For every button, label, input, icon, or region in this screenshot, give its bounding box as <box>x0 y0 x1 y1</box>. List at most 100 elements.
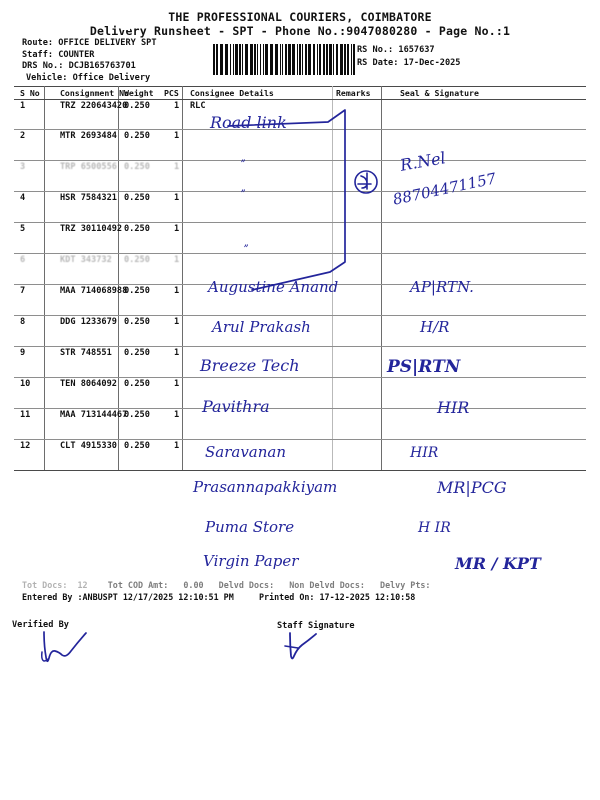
tot-cod-label: Tot COD Amt: <box>87 580 169 590</box>
cell-sno: 10 <box>20 379 31 389</box>
cell-consignee-details: RLC <box>190 101 206 111</box>
table-column-rule <box>381 86 382 470</box>
handwriting-consignee-row-1: Road link <box>210 113 287 132</box>
handwriting-seal-row-3: 88704471157 <box>391 169 498 209</box>
handwriting-consignee-row-8: Pavithra <box>202 397 270 416</box>
cell-sno: 4 <box>20 193 26 203</box>
cell-pcs: 1 <box>174 348 180 358</box>
staff-label: Staff: COUNTER <box>22 49 95 60</box>
cell-pcs: 1 <box>174 101 180 111</box>
handwriting-seal-row-10: MR|PCG <box>437 478 507 497</box>
circled-initial-glyph <box>357 172 372 190</box>
table-row-rule <box>14 408 586 409</box>
column-header-seal-signature: Seal & Signature <box>400 88 479 98</box>
cell-weight: 0.250 <box>124 224 150 234</box>
route-label: Route: OFFICE DELIVERY SPT <box>22 38 157 48</box>
cell-sno: 6 <box>20 255 26 265</box>
table-row-rule <box>14 439 586 440</box>
cell-weight: 0.250 <box>124 286 150 296</box>
table-column-rule <box>118 86 119 470</box>
cell-sno: 12 <box>20 441 31 451</box>
table-row-rule <box>14 222 586 223</box>
cell-sno: 3 <box>20 162 26 172</box>
cell-weight: 0.250 <box>124 101 150 111</box>
tot-docs-label: Tot Docs: <box>22 580 68 590</box>
handwriting-consignee-row-6: Arul Prakash <box>212 318 311 336</box>
rs-no-label: RS No.: 1657637 <box>357 45 435 55</box>
cell-consignment-no: KDT 343732 <box>60 255 112 265</box>
circled-initial-mark <box>354 170 378 194</box>
cell-weight: 0.250 <box>124 348 150 358</box>
page-subtitle: Delivery Runsheet - SPT - Phone No.:9047… <box>0 24 600 38</box>
cell-weight: 0.250 <box>124 255 150 265</box>
cell-pcs: 1 <box>174 224 180 234</box>
cell-sno: 5 <box>20 224 26 234</box>
table-row-rule <box>14 86 586 87</box>
cell-consignment-no: TRZ 220643420 <box>60 101 128 111</box>
delvd-docs-label: Delvd Docs: <box>203 580 275 590</box>
table-row-rule <box>14 160 586 161</box>
drs-label: DRS No.: DCJB165763701 <box>22 61 136 72</box>
column-header-consignment-no: Consignment No <box>60 88 130 98</box>
column-header-consignee-details: Consignee Details <box>190 88 274 98</box>
table-column-rule <box>182 86 183 470</box>
cell-consignment-no: MAA 713144467 <box>60 410 128 420</box>
cell-weight: 0.250 <box>124 162 150 172</box>
header-meta-right: RS No.: 1657637 RS Date: 17-Dec-2025 <box>357 44 460 69</box>
cell-pcs: 1 <box>174 131 180 141</box>
handwriting-consignee-row-3: ˮ <box>240 188 246 201</box>
cell-pcs: 1 <box>174 193 180 203</box>
cell-sno: 2 <box>20 131 26 141</box>
cell-consignment-no: MAA 714068988 <box>60 286 128 296</box>
handwriting-consignee-row-7: Breeze Tech <box>200 356 300 375</box>
column-header-pcs: PCS <box>164 88 179 98</box>
table-row-rule <box>14 253 586 254</box>
cell-pcs: 1 <box>174 410 180 420</box>
cell-sno: 7 <box>20 286 26 296</box>
printed-on-label: Printed On: 17-12-2025 12:10:58 <box>233 592 416 602</box>
tot-docs-value: 12 <box>67 580 88 590</box>
verified-by-label: Verified By <box>12 620 69 630</box>
cell-consignment-no: STR 748551 <box>60 348 112 358</box>
column-header-weight: Weight <box>124 88 154 98</box>
footer-entered-printed-line: Entered By :ANBUSPT 12/17/2025 12:10:51 … <box>22 592 415 602</box>
handwriting-consignee-row-9: Saravanan <box>205 443 287 461</box>
bracket-mark <box>227 109 346 291</box>
handwriting-seal-row-8: HIR <box>437 398 470 417</box>
handwriting-consignee-row-4: ˮ <box>243 243 249 256</box>
table-row-rule <box>14 346 586 347</box>
non-delvd-docs-label: Non Delvd Docs: <box>274 580 365 590</box>
footer-totals-line: Tot Docs: 12 Tot COD Amt: 0.00 Delvd Doc… <box>22 580 430 590</box>
cell-consignment-no: TRP 6500556 <box>60 162 117 172</box>
handwriting-seal-row-2: R.Nel <box>398 148 448 175</box>
column-header-sno: S No <box>20 88 40 98</box>
cell-sno: 8 <box>20 317 26 327</box>
cell-weight: 0.250 <box>124 131 150 141</box>
handwriting-consignee-row-10: Prasannapakkiyam <box>193 478 338 496</box>
staff-signature-cross <box>284 645 299 649</box>
handwriting-consignee-row-11: Puma Store <box>205 518 295 536</box>
cell-weight: 0.250 <box>124 441 150 451</box>
cell-pcs: 1 <box>174 379 180 389</box>
cell-pcs: 1 <box>174 441 180 451</box>
header-meta-left: Route: OFFICE DELIVERY SPT Staff: COUNTE… <box>22 38 157 84</box>
cell-consignment-no: DDG 1233679 <box>60 317 117 327</box>
table-row-rule <box>14 315 586 316</box>
barcode-image <box>213 44 358 75</box>
handwriting-seal-row-6: H/R <box>420 318 450 336</box>
cell-sno: 9 <box>20 348 26 358</box>
page-title: THE PROFESSIONAL COURIERS, COIMBATORE <box>168 10 432 24</box>
handwriting-seal-row-9: HIR <box>410 445 439 461</box>
staff-signature <box>289 632 317 660</box>
handwriting-seal-row-7: PS|RTN <box>387 357 461 377</box>
table-column-rule <box>44 86 45 470</box>
cell-pcs: 1 <box>174 255 180 265</box>
cell-weight: 0.250 <box>124 410 150 420</box>
cell-consignment-no: TEN 8064092 <box>60 379 117 389</box>
handwriting-seal-row-11: H IR <box>418 520 451 536</box>
handwriting-consignee-row-2: ˮ <box>240 158 246 171</box>
cell-consignment-no: HSR 7584321 <box>60 193 117 203</box>
table-row-rule <box>14 191 586 192</box>
